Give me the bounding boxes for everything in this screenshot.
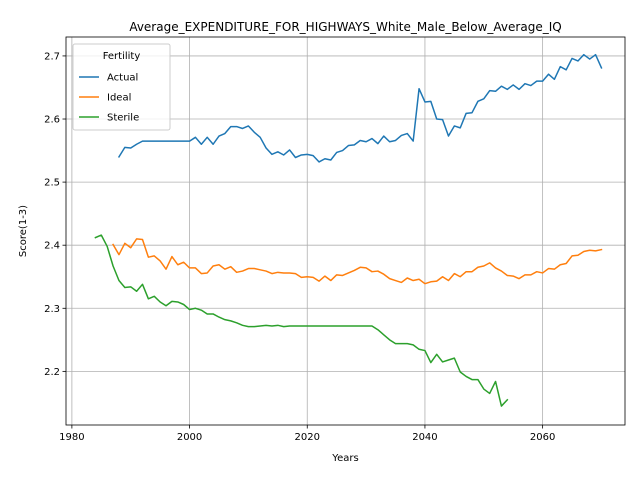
- y-tick-label: 2.2: [44, 367, 60, 378]
- x-axis-label: Years: [331, 453, 358, 464]
- y-axis-label: Score(1-3): [18, 205, 29, 257]
- x-tick-label: 2000: [177, 432, 202, 443]
- series-line-ideal: [112, 238, 603, 285]
- x-tick-label: 2040: [412, 432, 437, 443]
- x-tick-label: 1980: [59, 432, 84, 443]
- legend: Fertility Actual Ideal Sterile: [72, 43, 171, 131]
- chart-title: Average_EXPENDITURE_FOR_HIGHWAYS_White_M…: [129, 20, 561, 34]
- y-tick-label: 2.5: [44, 178, 60, 189]
- plot-frame: [65, 36, 626, 426]
- series-line-actual: [117, 53, 603, 163]
- legend-title: Fertility: [103, 51, 141, 62]
- series-line-sterile: [94, 234, 509, 407]
- y-tick-label: 2.7: [44, 51, 60, 62]
- grid: [66, 37, 625, 425]
- y-tick-label: 2.4: [44, 241, 60, 252]
- y-tick-label: 2.3: [44, 304, 60, 315]
- y-tick-label: 2.6: [44, 115, 60, 126]
- legend-label-sterile: Sterile: [107, 113, 139, 124]
- axis-ticks: 1980 2000 2020 2040 2060 2.2 2.3 2.4 2.5 2.6 2.7: [44, 51, 555, 443]
- x-tick-label: 2060: [530, 432, 555, 443]
- series-lines: [94, 53, 603, 407]
- legend-label-ideal: Ideal: [107, 93, 131, 104]
- legend-label-actual: Actual: [107, 73, 138, 84]
- legend-box: [72, 43, 171, 131]
- x-tick-label: 2020: [295, 432, 320, 443]
